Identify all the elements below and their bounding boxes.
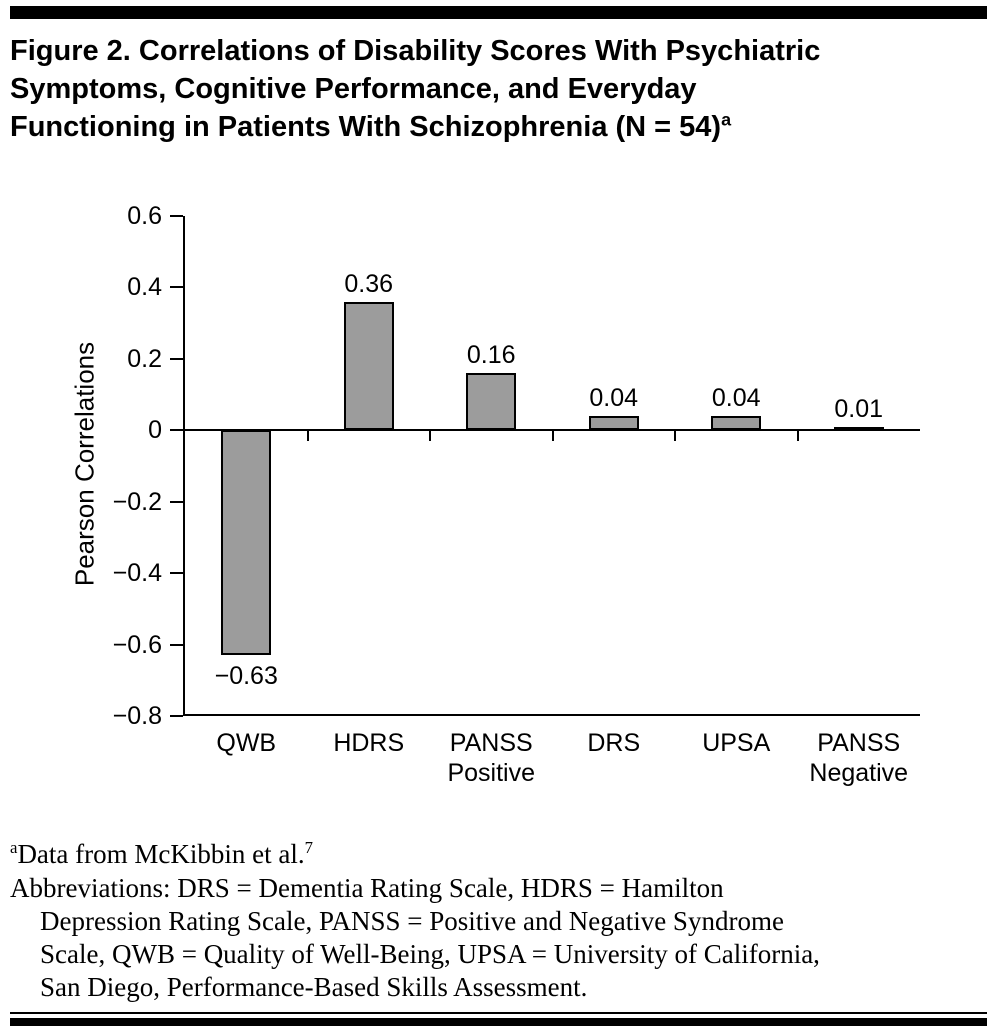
y-tick-mark	[170, 429, 183, 432]
y-tick-label: −0.6	[112, 630, 162, 659]
title-line: Figure 2. Correlations of Disability Sco…	[10, 35, 821, 67]
footnotes: aData from McKibbin et al.7 Abbreviation…	[10, 838, 987, 1004]
bar-value-label: −0.63	[214, 662, 278, 691]
bar	[466, 373, 517, 431]
footnote-a-text: Data from McKibbin et al.	[17, 839, 305, 869]
title-line: Symptoms, Cognitive Performance, and Eve…	[10, 73, 697, 105]
x-category-label: UPSA	[702, 729, 771, 757]
top-rule	[10, 6, 987, 19]
footnote-a-marker: a	[10, 838, 18, 857]
y-tick-mark	[170, 215, 183, 217]
bar-value-label: 0.04	[711, 384, 761, 412]
y-tick-label: −0.8	[112, 702, 162, 730]
x-category-label: PANSS Positive	[447, 729, 536, 787]
abbreviation-line: Scale, QWB = Quality of Well-Being, UPSA…	[40, 939, 820, 969]
x-category-label: PANSS Negative	[809, 729, 909, 787]
bar	[833, 426, 884, 431]
x-category-label: QWB	[216, 729, 277, 757]
plot-area: 0.6 0.4 0.2 0 −0.2 −0.4 −0.6 −0.8 −0.63 QWB 0.36 HD…	[10, 186, 987, 798]
x-tick-mark	[429, 430, 431, 442]
x-category-label: HDRS	[333, 729, 405, 757]
title-superscript: a	[721, 109, 732, 130]
footnote-a-reference: 7	[304, 838, 313, 857]
bar	[711, 416, 762, 431]
y-tick-label: 0	[148, 416, 162, 445]
bar	[221, 430, 272, 656]
y-tick-mark	[170, 286, 183, 289]
y-tick-mark	[170, 572, 183, 575]
bar-chart: Pearson Correlations 0.6 0.4 0.2 0 −0.2 −0.4−…	[10, 186, 987, 798]
footnote-a: aData from McKibbin et al.7	[10, 838, 987, 871]
footnote-abbreviations: Abbreviations: DRS = Dementia Rating Sca…	[10, 872, 987, 1004]
bar	[588, 416, 639, 431]
y-tick-mark	[170, 357, 183, 360]
x-tick-mark	[674, 430, 676, 442]
y-tick-label: 0.4	[127, 273, 162, 302]
bar-value-label: 0.16	[466, 341, 516, 370]
bar-value-label: 0.04	[589, 384, 639, 412]
bottom-rule-thick	[10, 1018, 987, 1026]
bottom-rule-thin	[10, 1012, 987, 1014]
y-tick-label: 0.2	[127, 344, 162, 373]
y-axis-line	[183, 216, 185, 716]
abbreviation-line: Abbreviations: DRS = Dementia Rating Sca…	[10, 873, 724, 903]
y-tick-mark	[170, 643, 183, 646]
y-tick-label: −0.2	[112, 487, 162, 516]
title-line: Functioning in Patients With Schizophren…	[10, 108, 987, 146]
y-tick-mark	[170, 715, 183, 717]
title-line-text: Functioning in Patients With Schizophren…	[10, 111, 722, 143]
bar-value-label: 0.01	[834, 394, 884, 423]
x-axis-line	[183, 714, 920, 716]
y-tick-label: 0.6	[127, 202, 162, 230]
figure-title: Figure 2. Correlations of Disability Sco…	[10, 32, 987, 146]
bar	[343, 301, 394, 431]
bar-value-label: 0.36	[344, 269, 394, 298]
x-category-label: DRS	[587, 729, 641, 757]
x-tick-mark	[306, 430, 309, 442]
y-tick-label: −0.4	[112, 559, 162, 588]
abbreviation-line: Depression Rating Scale, PANSS = Positiv…	[40, 906, 784, 936]
x-tick-mark	[551, 430, 554, 442]
x-tick-mark	[796, 430, 799, 442]
y-tick-mark	[170, 500, 183, 503]
abbreviation-line: San Diego, Performance-Based Skills Asse…	[40, 972, 588, 1002]
